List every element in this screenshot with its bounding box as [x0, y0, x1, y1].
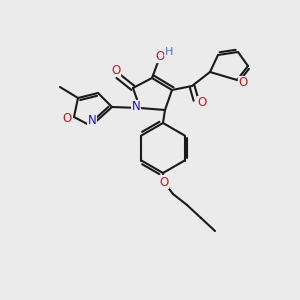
Text: N: N	[88, 115, 96, 128]
Text: O: O	[238, 76, 247, 89]
Text: N: N	[132, 100, 140, 113]
Text: O: O	[62, 112, 72, 124]
Text: H: H	[165, 47, 173, 57]
Text: O: O	[159, 176, 169, 188]
Text: O: O	[111, 64, 121, 76]
Text: O: O	[197, 97, 207, 110]
Text: O: O	[155, 50, 165, 62]
